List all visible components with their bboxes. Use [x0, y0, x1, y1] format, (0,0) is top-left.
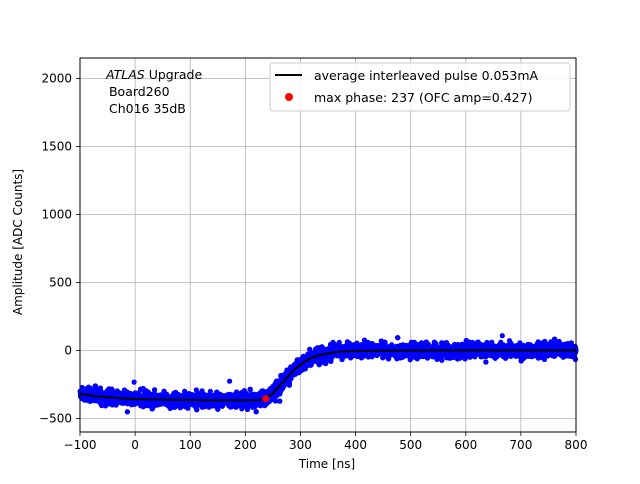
sample-point [500, 333, 505, 338]
sample-point [227, 379, 232, 384]
sample-point [132, 380, 137, 385]
